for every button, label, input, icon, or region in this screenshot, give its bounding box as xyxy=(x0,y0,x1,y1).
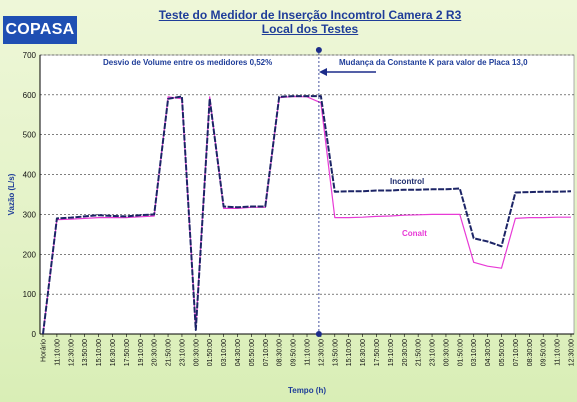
x-tick-label: 15:10:00 xyxy=(346,339,353,366)
x-tick-label: 07:10:00 xyxy=(263,339,270,366)
x-tick-label: 15:10:00 xyxy=(96,339,103,366)
x-tick-label: 11:10:00 xyxy=(555,339,562,366)
chart-title: Teste do Medidor de Inserção Incomtrol C… xyxy=(158,8,462,22)
y-tick-label: 100 xyxy=(23,290,37,299)
copasa-logo: COPASA xyxy=(3,16,77,44)
x-axis-label: Tempo (h) xyxy=(288,386,326,395)
x-tick-label: 19:10:00 xyxy=(388,339,395,366)
x-tick-label: 21:50:00 xyxy=(416,339,423,366)
y-tick-label: 700 xyxy=(23,51,37,60)
series-label-incontrol: Incontrol xyxy=(390,177,424,186)
x-tick-label: 08:30:00 xyxy=(277,339,284,366)
marker-dot-top xyxy=(315,47,322,53)
x-tick-label: 00:30:00 xyxy=(193,339,200,366)
x-tick-label: 05:50:00 xyxy=(499,339,506,366)
marker-dot-bottom xyxy=(315,331,322,337)
x-tick-label: 23:10:00 xyxy=(430,339,437,366)
x-tick-label: 23:10:00 xyxy=(179,339,186,366)
y-tick-label: 0 xyxy=(32,330,37,339)
constant-change-annotation: Mudança da Constante K para valor de Pla… xyxy=(339,58,528,67)
x-tick-label: 17:50:00 xyxy=(124,339,131,366)
y-tick-label: 300 xyxy=(23,210,37,219)
x-tick-label: 13:50:00 xyxy=(332,339,339,366)
y-axis-label: Vazão (L/s) xyxy=(7,173,16,215)
x-tick-label: Horário xyxy=(41,339,48,362)
x-tick-label: 21:50:00 xyxy=(166,339,173,366)
y-tick-label: 200 xyxy=(23,250,37,259)
x-tick-label: 20:30:00 xyxy=(152,339,159,366)
x-tick-label: 11:10:00 xyxy=(305,339,312,366)
y-tick-label: 600 xyxy=(23,91,37,100)
x-tick-label: 09:50:00 xyxy=(541,339,548,366)
y-tick-label: 400 xyxy=(23,171,37,180)
x-tick-label: 12:30:00 xyxy=(569,339,576,366)
x-tick-label: 01:50:00 xyxy=(457,339,464,366)
series-line-incontrol xyxy=(42,95,572,335)
x-tick-label: 16:30:00 xyxy=(110,339,117,366)
x-tick-label: 13:50:00 xyxy=(82,339,89,366)
annotation-arrowhead xyxy=(319,68,327,76)
x-tick-label: 00:30:00 xyxy=(443,339,450,366)
x-tick-label: 09:50:00 xyxy=(291,339,298,366)
x-tick-label: 12:30:00 xyxy=(318,339,325,366)
x-tick-label: 04:30:00 xyxy=(235,339,242,366)
x-tick-label: 12:30:00 xyxy=(68,339,75,366)
x-tick-label: 16:30:00 xyxy=(360,339,367,366)
x-tick-label: 20:30:00 xyxy=(402,339,409,366)
x-tick-label: 19:10:00 xyxy=(138,339,145,366)
x-tick-label: 04:30:00 xyxy=(485,339,492,366)
x-tick-label: 17:50:00 xyxy=(374,339,381,366)
x-tick-label: 07:10:00 xyxy=(513,339,520,366)
x-tick-label: 05:50:00 xyxy=(249,339,256,366)
chart-subtitle: Local dos Testes xyxy=(261,22,359,36)
series-label-conalt: Conalt xyxy=(402,229,427,238)
x-tick-label: 03:10:00 xyxy=(221,339,228,366)
y-tick-label: 500 xyxy=(23,131,37,140)
x-tick-label: 08:30:00 xyxy=(527,339,534,366)
volume-deviation-annotation: Desvio de Volume entre os medidores 0,52… xyxy=(103,58,272,67)
x-tick-label: 11:10:00 xyxy=(54,339,61,366)
x-tick-label: 01:50:00 xyxy=(207,339,214,366)
x-tick-label: 03:10:00 xyxy=(471,339,478,366)
